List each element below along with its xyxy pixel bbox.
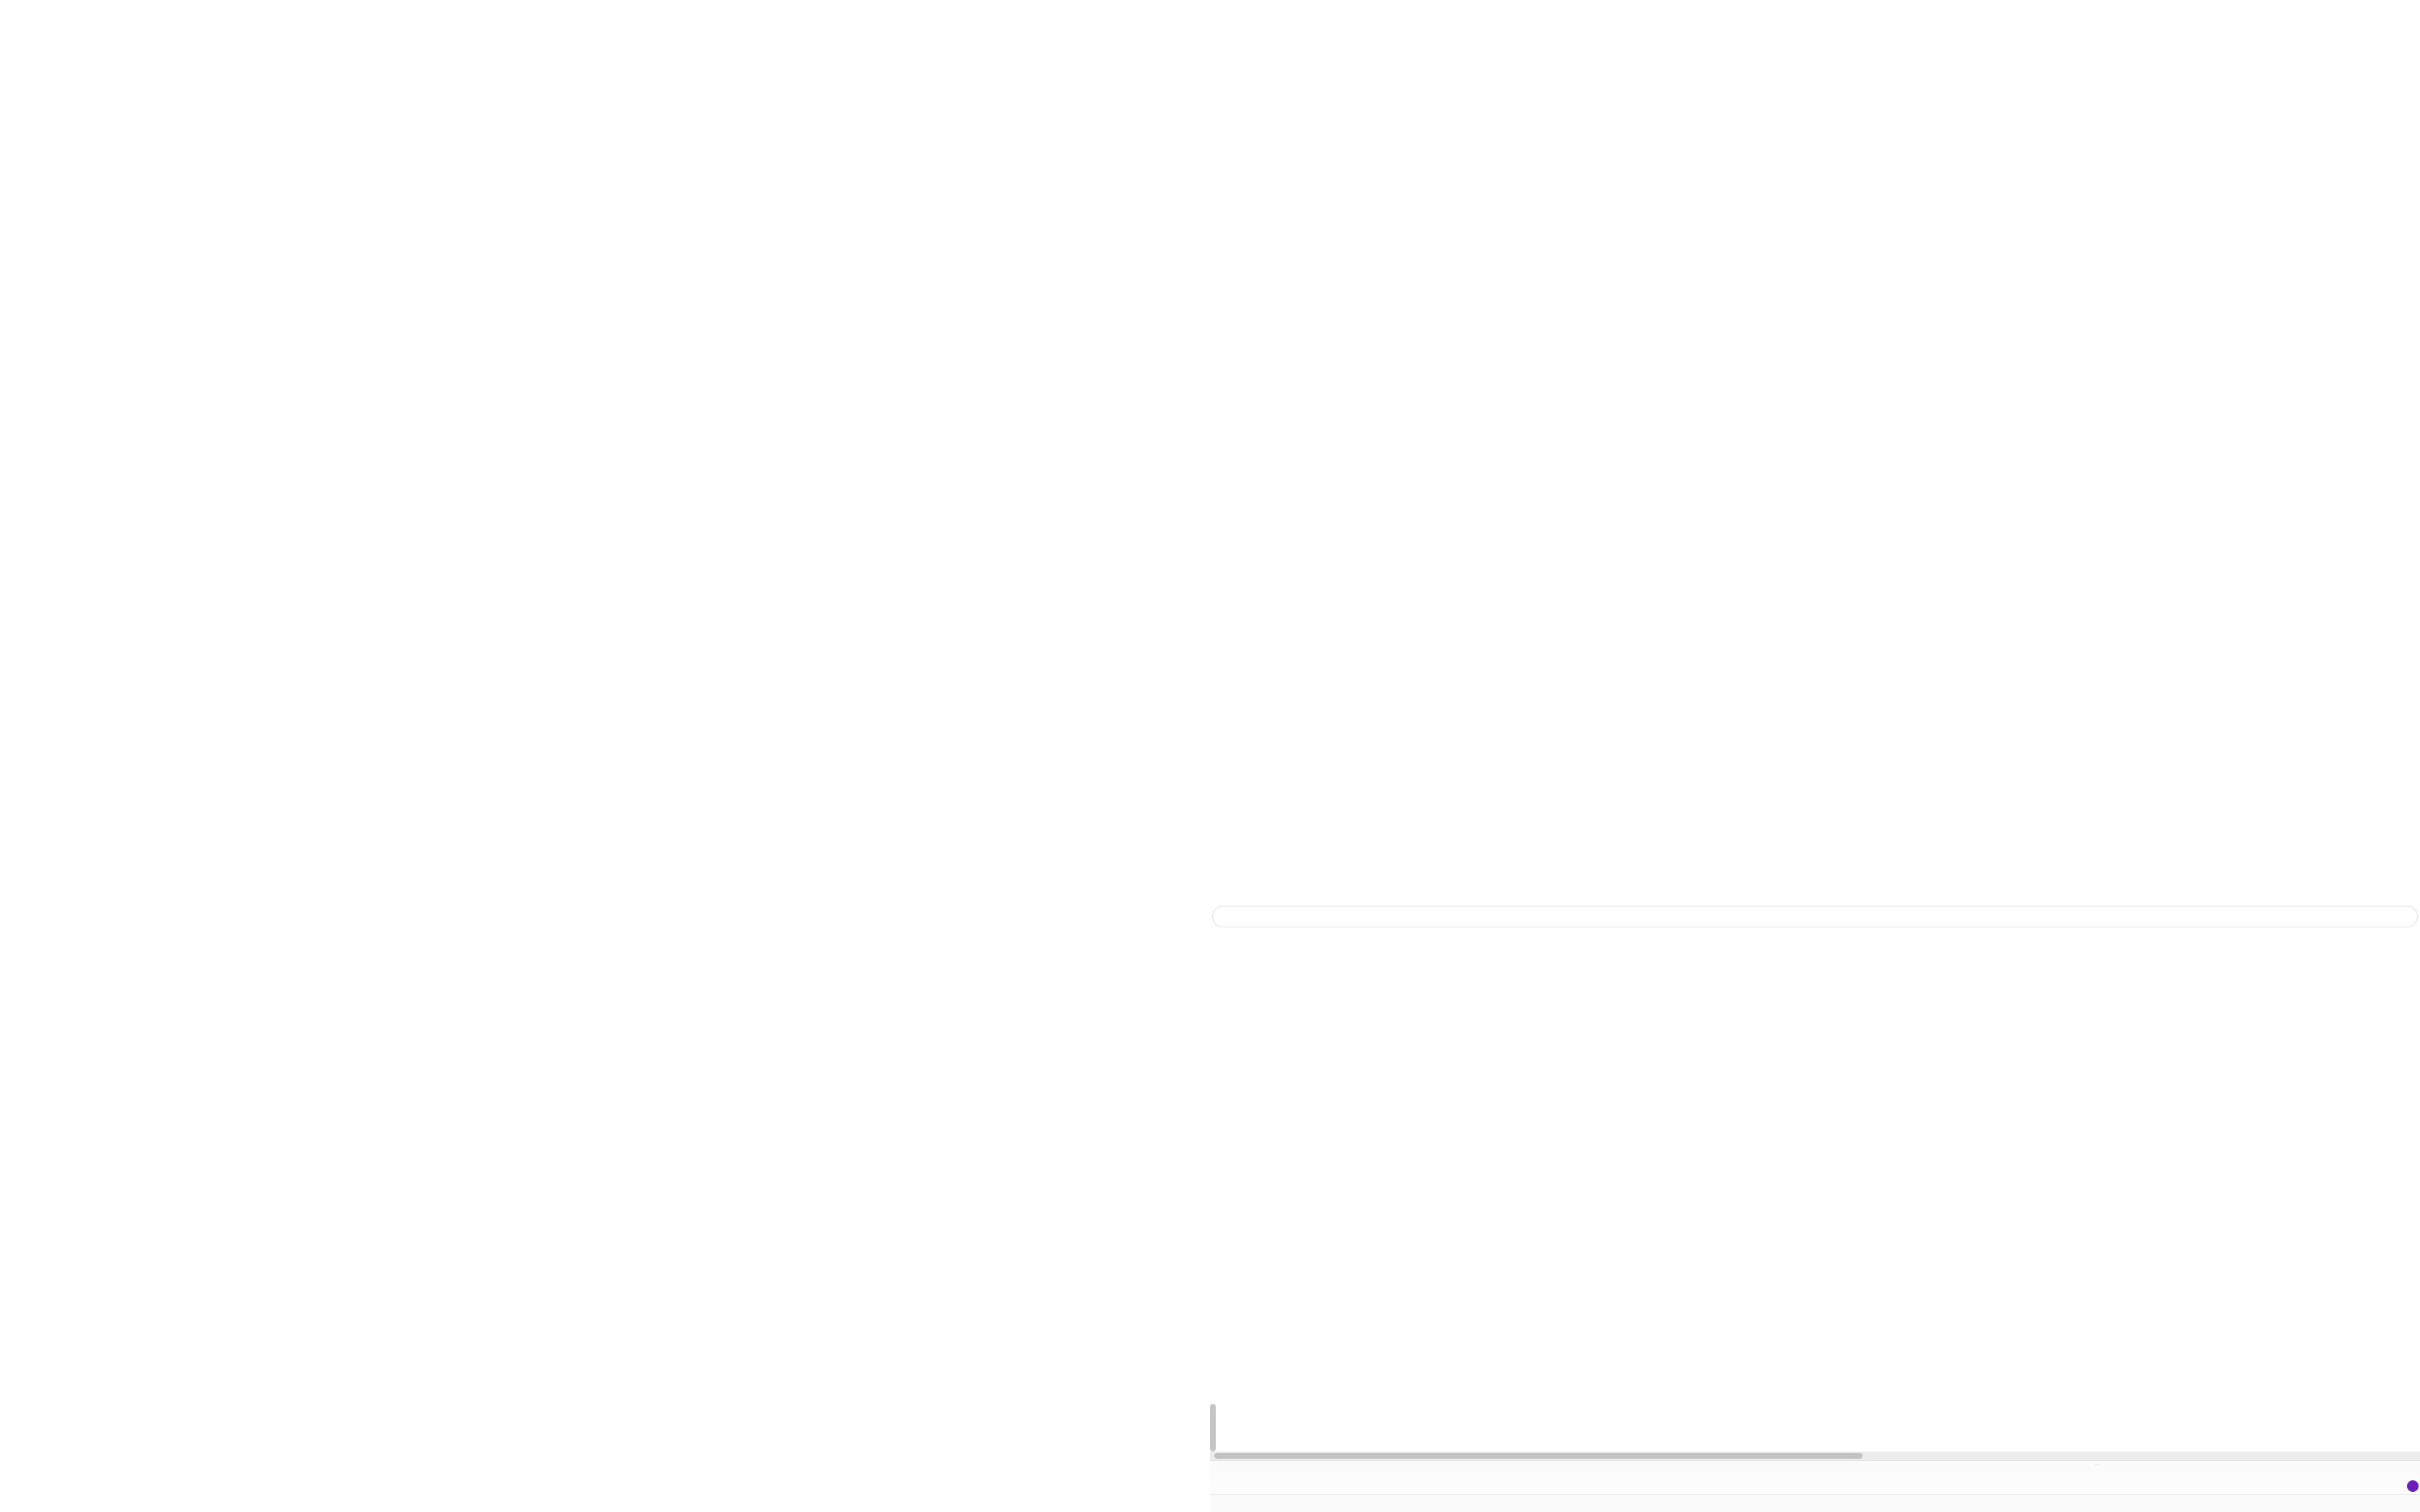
horizontal-scrollbar-thumb[interactable] — [1214, 1453, 1863, 1459]
taskbar — [1210, 1494, 2420, 1512]
container-mask-icon[interactable] — [2407, 1480, 2419, 1492]
browser-navbar — [1210, 1460, 2420, 1480]
horizontal-scrollbar[interactable] — [1210, 1452, 2420, 1460]
bookmarks-bar — [1210, 1479, 2420, 1494]
formula-input[interactable] — [1212, 906, 2418, 927]
screenshot-tile-original — [1210, 756, 2420, 1512]
upper-cosine-chart[interactable] — [1210, 927, 2420, 1167]
lower-cosine-chart[interactable] — [1210, 1199, 2420, 1452]
x-axis-row — [1210, 1167, 2420, 1199]
zoom-level-badge[interactable] — [2094, 1464, 2100, 1465]
system-monitor-histogram — [2351, 1496, 2419, 1511]
vertical-scrollbar-thumb[interactable] — [1210, 1404, 1216, 1452]
